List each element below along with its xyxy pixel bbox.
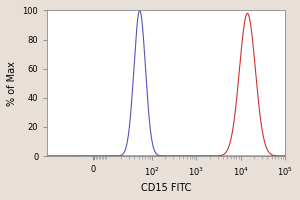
Y-axis label: % of Max: % of Max — [7, 61, 17, 106]
X-axis label: CD15 FITC: CD15 FITC — [141, 183, 191, 193]
